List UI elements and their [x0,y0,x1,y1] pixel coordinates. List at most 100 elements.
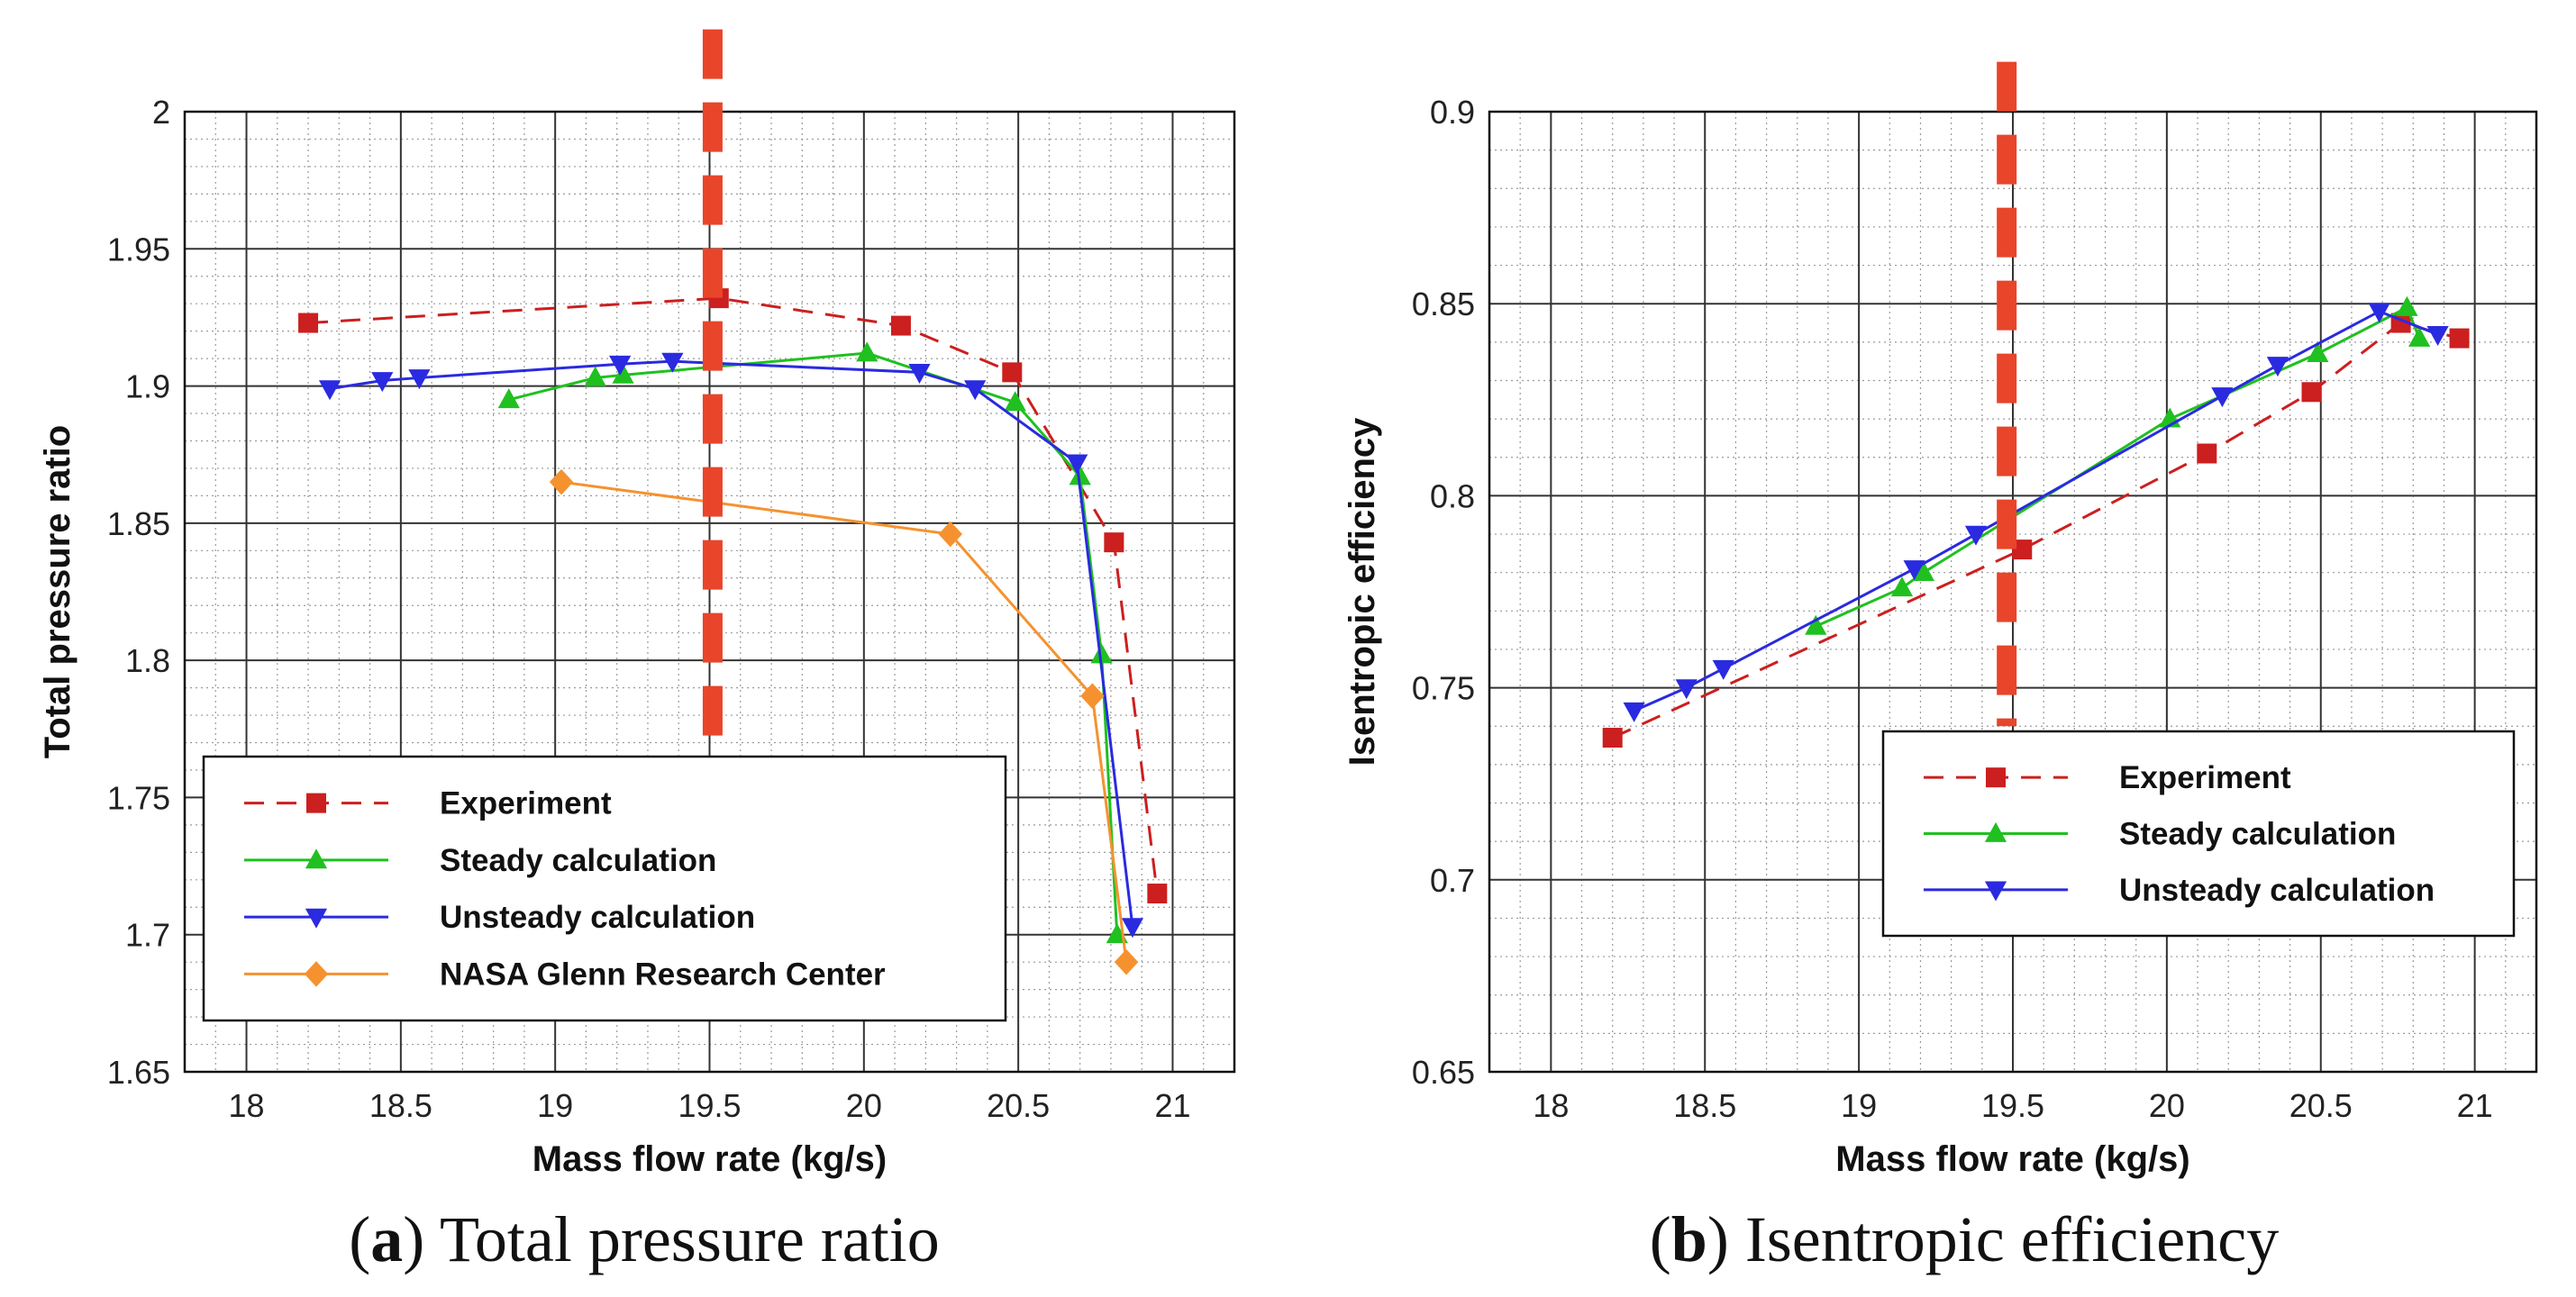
panel-a-y-tick-label: 1.7 [125,917,170,954]
panel-a-steady-calculation-point [497,388,520,409]
panel-a-legend: Experiment Steady calculation Unsteady cal… [202,755,1007,1022]
panel-a-y-tick-label: 1.85 [107,505,170,542]
panel-a-unsteady-calculation-point [609,355,632,376]
panel-a-steady-calculation-point [1069,465,1091,485]
caption-b: (b) Isentropic efficiency [1650,1203,2279,1275]
panel-a-steady-calculation-point [584,366,606,386]
panel-a-x-tick-label: 18.5 [369,1087,432,1124]
panel-a-unsteady-calculation-point [1066,454,1088,475]
panel-a-legend-steady-calculation-swatch-marker [305,848,328,869]
panel-a-experiment-point [1002,362,1023,383]
panel-a-x-tick-label: 18 [229,1087,265,1124]
chart-panel-a: 18 18.5 19 19.5 20 20.5 21 1.65 1.7 1.75 1.8 1.85 1.… [38,29,1236,1179]
panel-b-experiment-point [2449,328,2470,349]
panel-a-legend-steady-calculation-label: Steady calculation [440,843,716,878]
panel-b-y-tick-label: 0.85 [1412,286,1475,322]
panel-a-experiment-point [1104,532,1124,553]
panel-a-unsteady-calculation-point [1121,918,1144,939]
panel-a-x-tick-label: 19 [537,1087,573,1124]
panel-b-experiment-point [1602,728,1623,748]
panel-a-y-axis-title: Total pressure ratio [38,425,77,758]
panel-a-x-tick-label: 21 [1154,1087,1190,1124]
panel-b-steady-calculation-point [1912,561,1934,582]
panel-a-steady-calculation-point [856,341,878,362]
caption-b-letter: b [1671,1203,1707,1275]
panel-a-unsteady-calculation-point [661,352,684,373]
panel-a-x-tick-label: 20.5 [987,1087,1050,1124]
panel-b-steady-calculation-point [2408,326,2431,347]
panel-b-unsteady-calculation-point [1675,679,1698,700]
panel-a-steady-calculation-point [1090,643,1113,664]
panel-a-series-group [298,288,1168,975]
panel-b-steady-calculation-point [1805,614,1827,635]
panel-a-experiment-point [890,315,911,336]
panel-b-legend-unsteady-calculation-swatch-marker [1984,881,2007,902]
panel-b-legend-steady-calculation-swatch-marker [1984,821,2007,842]
panel-a-y-tick-label: 1.8 [125,642,170,679]
panel-b-legend-unsteady-calculation-label: Unsteady calculation [2119,873,2435,908]
panel-a-legend-nasa-glenn-research-center-label: NASA Glenn Research Center [440,957,886,992]
panel-a-legend-unsteady-calculation-label: Unsteady calculation [440,900,755,935]
panel-a-y-tick-label: 1.65 [107,1054,170,1091]
panel-b-experiment-line [1612,321,2460,739]
panel-b-steady-calculation-point [2396,295,2418,316]
panel-b-y-tick-label: 0.9 [1430,94,1475,131]
caption-a: (a) Total pressure ratio [349,1203,939,1275]
panel-a-nasa-glenn-research-center-point [549,468,574,495]
panel-a-experiment-line [307,296,1159,894]
panel-b-y-axis-title: Isentropic efficiency [1343,417,1382,766]
panel-a-unsteady-calculation-point [964,380,987,401]
panel-b-unsteady-calculation-line [1634,310,2439,712]
panel-a-steady-calculation-point [612,363,634,384]
panel-b-legend-experiment-label: Experiment [2119,760,2291,795]
panel-b-y-tick-label: 0.8 [1430,477,1475,514]
panel-a-unsteady-calculation-point [318,380,341,401]
panel-a-y-tick-label: 1.75 [107,779,170,816]
panel-a-y-tick-label: 1.95 [107,231,170,268]
panel-b-unsteady-calculation-point [1903,560,1925,581]
panel-b-experiment-point [2301,382,2322,403]
panel-a-steady-calculation-point [1004,391,1026,412]
panel-b-y-tick-label: 0.75 [1412,670,1475,707]
chart-panel-b: 18 18.5 19 19.5 20 20.5 21 0.65 0.7 0.75 0.8 0.85 0.… [1343,61,2538,1179]
panel-a-legend-unsteady-calculation-swatch-marker [305,908,328,929]
panel-a-experiment-point [298,313,319,333]
panel-a-y-tick-label: 1.9 [125,368,170,405]
panel-b-x-tick-label: 20.5 [2289,1087,2353,1124]
panel-a-unsteady-calculation-point [908,363,931,384]
panel-b-x-tick-label: 18.5 [1673,1087,1736,1124]
panel-a-legend-box [202,755,1007,1022]
panel-a-x-axis-title: Mass flow rate (kg/s) [532,1139,887,1179]
panel-b-y-tick-label: 0.65 [1412,1054,1475,1091]
panel-b-unsteady-calculation-point [2266,357,2289,377]
panel-a-nasa-glenn-research-center-line [560,480,1128,963]
panel-a-nasa-glenn-research-center-point [938,521,962,548]
panel-a-legend-nasa-glenn-research-center-swatch-marker [304,961,329,987]
panel-b-x-tick-label: 18 [1533,1087,1569,1124]
panel-b-unsteady-calculation-point [2211,387,2234,408]
panel-b-legend: Experiment Steady calculation Unsteady cal… [1881,730,2516,938]
panel-b-unsteady-calculation-point [1964,525,1988,546]
panel-a-nasa-glenn-research-center-point [1080,683,1105,710]
panel-b-unsteady-calculation-point [2368,303,2390,323]
panel-b-x-tick-label: 19 [1841,1087,1877,1124]
panel-b-experiment-point [2197,443,2217,464]
panel-b-unsteady-calculation-point [2426,325,2449,346]
panel-b-y-tick-label: 0.7 [1430,862,1475,899]
panel-b-x-axis-title: Mass flow rate (kg/s) [1835,1139,2189,1179]
panel-a-experiment-point [1147,884,1168,904]
panel-b-x-tick-label: 19.5 [1981,1087,2044,1124]
panel-b-x-tick-label: 21 [2457,1087,2493,1124]
panel-a-legend-experiment-swatch-marker [306,793,326,813]
caption-a-text: Total pressure ratio [440,1203,940,1275]
panel-a-y-tick-label: 2 [152,94,170,131]
panel-a-unsteady-calculation-point [371,372,394,393]
panel-b-legend-steady-calculation-label: Steady calculation [2119,817,2396,852]
panel-b-steady-calculation-point [2307,341,2329,362]
caption-a-letter: a [370,1203,403,1275]
panel-a-x-tick-label: 20 [846,1087,882,1124]
panel-b-unsteady-calculation-point [1623,702,1645,722]
panel-b-legend-experiment-swatch-marker [1986,767,2006,788]
panel-b-unsteady-calculation-point [1712,659,1734,680]
